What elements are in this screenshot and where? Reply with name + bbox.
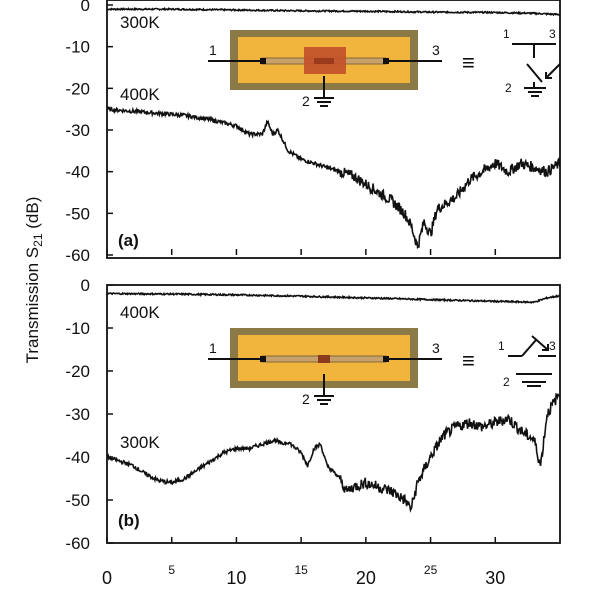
panel-b-series-label-300k: 300K [120,433,160,452]
port-3-label: 3 [432,42,440,58]
x-tick-label: 0 [102,568,112,588]
port-2-label: 2 [302,391,310,407]
panel-a-traces [106,6,561,250]
y-axis-label-main: Transmission S [23,247,42,364]
panel-b-frame [106,284,561,544]
port-1-label: 1 [209,42,217,58]
panel-a-y-tick-label: -20 [65,79,90,98]
panel-b-y-tick-label: -50 [65,491,90,510]
port-1-pad [260,58,266,64]
panel-a-y-tick-label: -60 [65,246,90,265]
schematic-b-arrow [531,335,549,351]
panel-b-equivalence-symbol: ≡ [462,348,475,373]
x-tick-label: 5 [168,563,175,577]
panel-a-y-tick-label: 0 [81,0,90,15]
x-tick-label: 10 [226,568,246,588]
panel-a-equivalence-symbol: ≡ [462,50,475,75]
panel-a-label: (a) [118,231,139,250]
panel-b-device-inset: 1 2 3 [208,328,442,407]
schematic-a-switch-arm [526,63,543,83]
panel-a-ticks: 0 -10 -20 -30 -40 -50 -60 [65,0,497,265]
panel-a-series-label-300k: 300K [120,13,160,32]
switch-element [314,58,334,64]
panel-b-y-tick-label: 0 [81,276,90,295]
panel-a-trace-300k [106,6,561,17]
schematic-b-switch-arm [521,339,537,357]
schematic-a-port-2: 2 [505,81,512,95]
panel-b-label: (b) [118,511,140,530]
schematic-a-arrow [545,63,561,79]
port-3-pad [383,58,389,64]
panel-a-device-inset: 1 2 3 [208,30,442,109]
port-2-label: 2 [302,93,310,109]
panel-a-frame [106,0,561,259]
panel-b-traces [106,291,561,513]
panel-a-y-tick-label: -10 [65,38,90,57]
x-tick-label: 30 [485,568,505,588]
panel-b-switch-schematic [508,335,556,387]
schematic-b-port-2: 2 [503,375,510,389]
panel-b-y-tick-label: -40 [65,448,90,467]
panel-a-y-tick-label: -30 [65,121,90,140]
panel-b-series-label-400k: 400K [120,303,160,322]
x-tick-label: 15 [294,563,308,577]
schematic-b-arrowhead [542,344,549,351]
port-3-pad [383,356,389,362]
panel-b-trace-300k [106,392,561,513]
port-1-pad [260,356,266,362]
schematic-b-port-1: 1 [498,339,505,353]
x-tick-label: 25 [424,563,438,577]
panel-b: 0-10-20-30-40-50-60 (b) 400K 300K 1 2 3 … [65,276,561,553]
y-axis-label-subscript: 21 [31,233,45,247]
panel-b-y-tick-label: -30 [65,405,90,424]
panel-b-trace-400k [106,291,561,305]
y-axis-label-unit: (dB) [23,197,42,234]
panel-a: 0-10-20-30-40-50-60 (a) 300K 400K 1 2 3 … [65,0,561,265]
port-3-label: 3 [432,340,440,356]
panel-a-trace-400k [106,105,561,250]
panel-a-y-tick-label: -50 [65,204,90,223]
panel-b-y-tick-label: -10 [65,319,90,338]
schematic-b-port-3: 3 [549,339,556,353]
panel-b-y-tick-label: -20 [65,362,90,381]
schematic-a-arrowhead [545,72,552,79]
y-axis-label: Transmission S21 (dB) [23,197,45,364]
schematic-a-port-1: 1 [503,27,510,41]
port-1-label: 1 [209,340,217,356]
panel-b-ticks: 0 -10 -20 -30 -40 -50 -60 [65,276,497,553]
schematic-a-port-3: 3 [549,27,556,41]
panel-b-y-tick-label: -60 [65,534,90,553]
panel-a-y-tick-label: -40 [65,163,90,182]
x-tick-label: 20 [356,568,376,588]
switch-element [318,355,330,363]
panel-a-switch-schematic [512,43,561,97]
x-tick-labels: 0 5 10 15 20 25 30 [102,563,505,588]
panel-a-series-label-400k: 400K [120,85,160,104]
